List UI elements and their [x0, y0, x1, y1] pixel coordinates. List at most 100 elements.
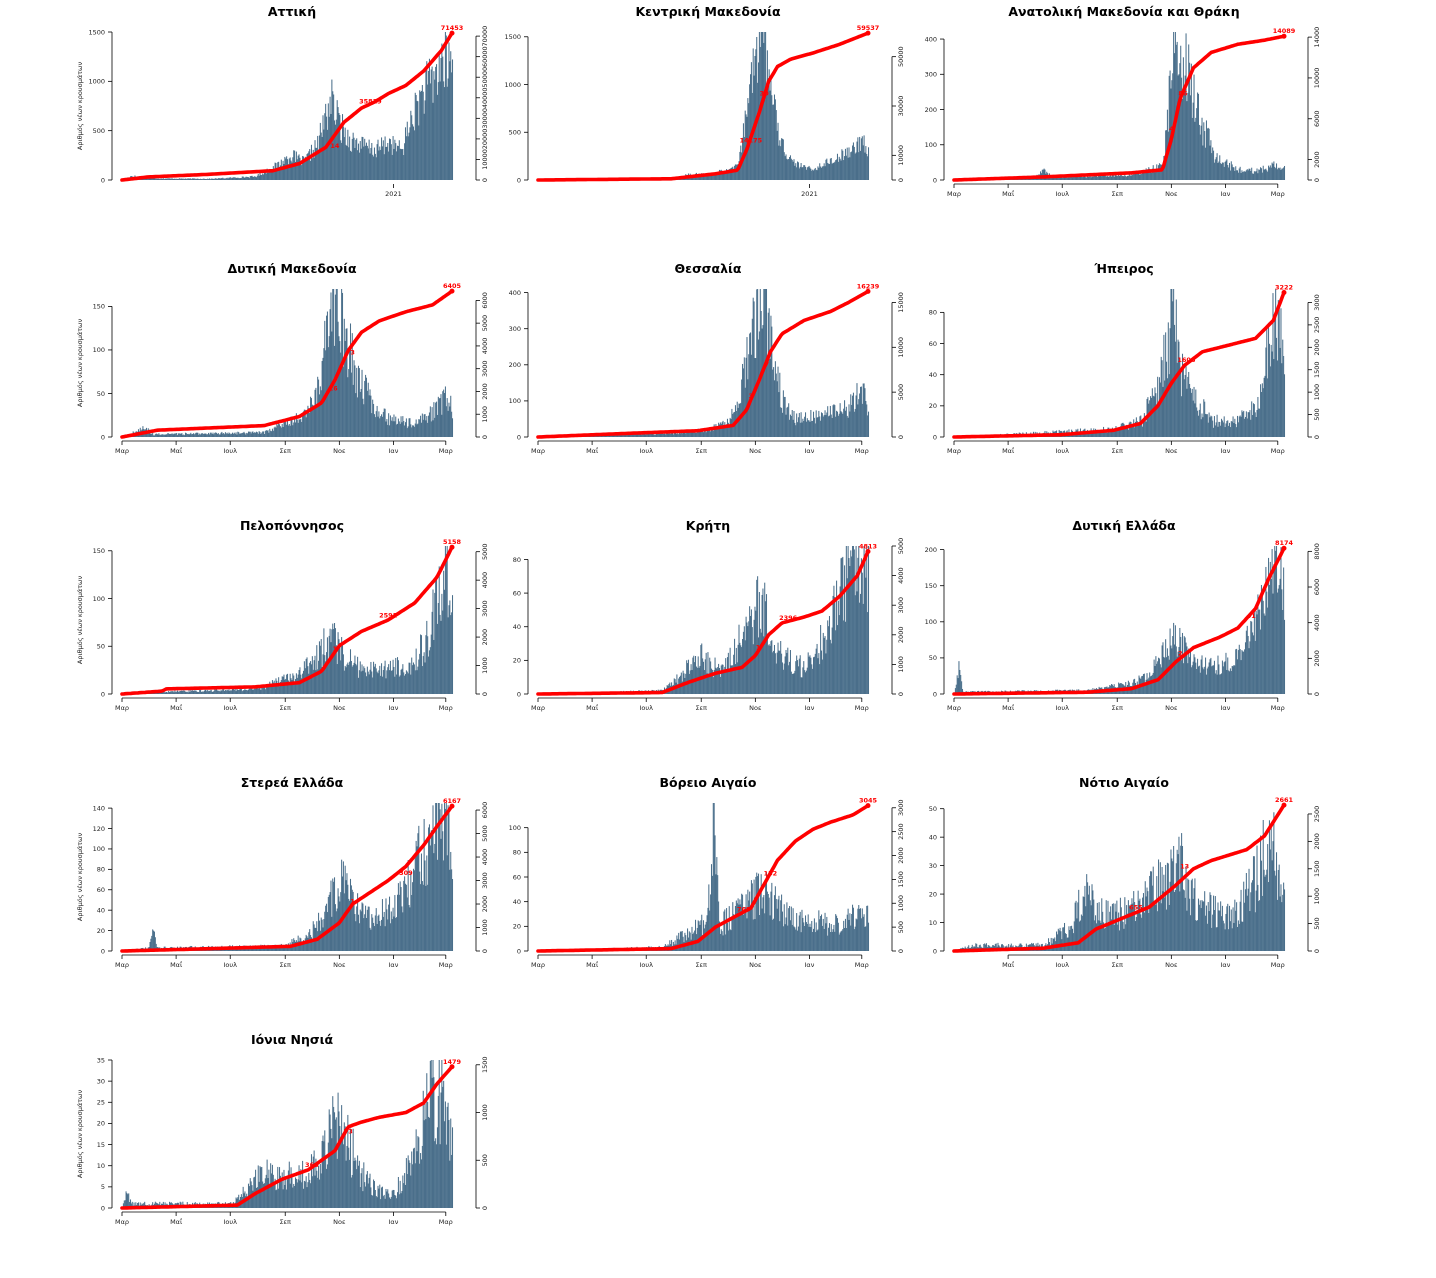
bar — [811, 171, 812, 180]
bar — [238, 690, 239, 694]
bar — [747, 890, 748, 951]
bar — [252, 431, 253, 437]
bar — [807, 418, 808, 437]
bar — [772, 370, 773, 437]
bar — [1140, 914, 1141, 951]
bar — [1209, 129, 1210, 180]
bar — [1235, 424, 1236, 437]
bar — [231, 178, 232, 180]
bar — [404, 143, 405, 180]
bar — [1167, 110, 1168, 180]
bar — [377, 144, 378, 180]
bar — [1171, 648, 1172, 694]
bar — [410, 872, 411, 951]
bar — [354, 914, 355, 951]
bar — [375, 154, 376, 180]
bar — [374, 667, 375, 694]
bar — [1181, 396, 1182, 437]
bar — [246, 177, 247, 180]
bar — [723, 935, 724, 951]
bar — [385, 926, 386, 951]
y2-tick-label: 2000 — [1313, 833, 1321, 850]
bar — [824, 415, 825, 437]
bar — [1216, 670, 1217, 694]
bar — [1273, 359, 1274, 437]
bar — [1177, 850, 1178, 951]
bar — [174, 691, 175, 694]
annotation-label: 763 — [737, 906, 751, 914]
bar — [367, 391, 368, 437]
bar — [323, 130, 324, 180]
bar — [394, 140, 395, 180]
bar — [1108, 924, 1109, 951]
bar — [1206, 414, 1207, 437]
bar — [1203, 399, 1204, 437]
bar — [1218, 422, 1219, 437]
bar — [1233, 416, 1234, 437]
bar — [1124, 897, 1125, 951]
bar — [231, 434, 232, 437]
bar — [1060, 928, 1061, 951]
bar — [217, 434, 218, 437]
bar — [314, 158, 315, 180]
bar — [379, 666, 380, 694]
bar — [1125, 176, 1126, 180]
bar — [754, 56, 755, 180]
bar — [307, 413, 308, 437]
bar — [267, 430, 268, 437]
bar — [1112, 904, 1113, 951]
bar — [238, 178, 239, 180]
bar — [411, 427, 412, 437]
bar — [823, 417, 824, 437]
bar — [750, 332, 751, 437]
bar — [654, 435, 655, 437]
bar — [343, 366, 344, 437]
bar — [786, 653, 787, 694]
bar — [1161, 903, 1162, 951]
bar — [211, 179, 212, 180]
bar — [213, 691, 214, 694]
bar — [181, 433, 182, 437]
bar — [1255, 412, 1256, 437]
bar — [783, 390, 784, 437]
bar — [684, 678, 685, 694]
y2-tick-label: 2000 — [1313, 339, 1321, 356]
bar — [360, 141, 361, 180]
bar — [1276, 163, 1277, 180]
bar — [1120, 898, 1121, 951]
bar — [1178, 854, 1179, 951]
bar — [414, 130, 415, 180]
bar — [301, 422, 302, 437]
bar — [717, 875, 718, 951]
bar — [1123, 176, 1124, 180]
bar — [354, 138, 355, 180]
bar — [283, 161, 284, 180]
x-tick-label: Μαΐ — [586, 703, 599, 712]
bar — [790, 155, 791, 180]
bar — [1259, 900, 1260, 951]
bar — [1132, 175, 1133, 180]
bar — [770, 646, 771, 694]
bar — [344, 137, 345, 180]
bar — [170, 179, 171, 180]
bar — [225, 690, 226, 694]
bar — [1231, 161, 1232, 180]
bar — [351, 373, 352, 437]
bar — [1219, 911, 1220, 951]
bar — [1216, 422, 1217, 437]
annotation-label: 35819 — [359, 97, 382, 105]
bar — [809, 168, 810, 180]
bar — [1136, 917, 1137, 951]
bar — [815, 423, 816, 437]
bar — [1209, 417, 1210, 437]
bar — [260, 690, 261, 694]
bar — [1127, 428, 1128, 437]
bar — [1245, 417, 1246, 437]
bar — [1172, 861, 1173, 951]
bar — [396, 675, 397, 694]
bar — [290, 157, 291, 180]
bar — [813, 412, 814, 437]
bar — [1200, 673, 1201, 694]
